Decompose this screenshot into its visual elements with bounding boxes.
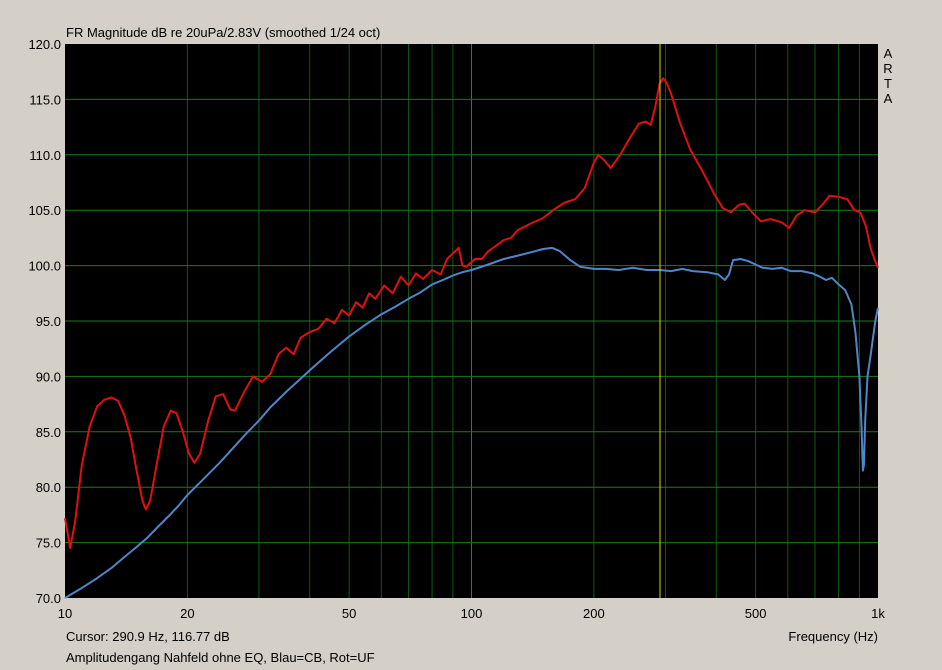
y-tick-label: 90.0: [36, 369, 61, 384]
x-tick-label: 10: [58, 606, 72, 621]
chart-title: FR Magnitude dB re 20uPa/2.83V (smoothed…: [66, 25, 380, 40]
y-tick-label: 80.0: [36, 480, 61, 495]
brand-letter: R: [883, 61, 892, 76]
series-line-red: [64, 77, 879, 550]
y-tick-label: 100.0: [28, 259, 61, 274]
y-tick-labels: 120.0 115.0 110.0 105.0 100.0 95.0 90.0 85.0 80.…: [28, 37, 61, 606]
y-tick-label: 75.0: [36, 536, 61, 551]
brand-letter: T: [884, 76, 892, 91]
y-tick-label: 70.0: [36, 591, 61, 606]
series-line-blue: [64, 246, 879, 599]
x-tick-label: 20: [180, 606, 194, 621]
series-layer: [64, 77, 879, 599]
y-tick-label: 105.0: [28, 203, 61, 218]
grid-layer: [65, 44, 878, 598]
y-tick-label: 110.0: [29, 148, 61, 163]
x-tick-label: 100: [461, 606, 483, 621]
y-tick-label: 115.0: [29, 92, 61, 107]
brand-letter: A: [884, 46, 893, 61]
y-tick-label: 85.0: [36, 425, 61, 440]
chart-caption: Amplitudengang Nahfeld ohne EQ, Blau=CB,…: [66, 650, 375, 665]
x-tick-label: 200: [583, 606, 605, 621]
x-tick-label: 50: [342, 606, 356, 621]
x-tick-labels: 10 20 50 100 200 500 1k: [58, 606, 886, 621]
cursor-readout: Cursor: 290.9 Hz, 116.77 dB: [66, 629, 230, 644]
y-tick-label: 95.0: [36, 314, 61, 329]
x-axis-label: Frequency (Hz): [788, 629, 878, 644]
x-tick-label: 1k: [871, 606, 885, 621]
brand-letter: A: [884, 91, 893, 106]
x-tick-label: 500: [745, 606, 767, 621]
y-tick-label: 120.0: [28, 37, 61, 52]
